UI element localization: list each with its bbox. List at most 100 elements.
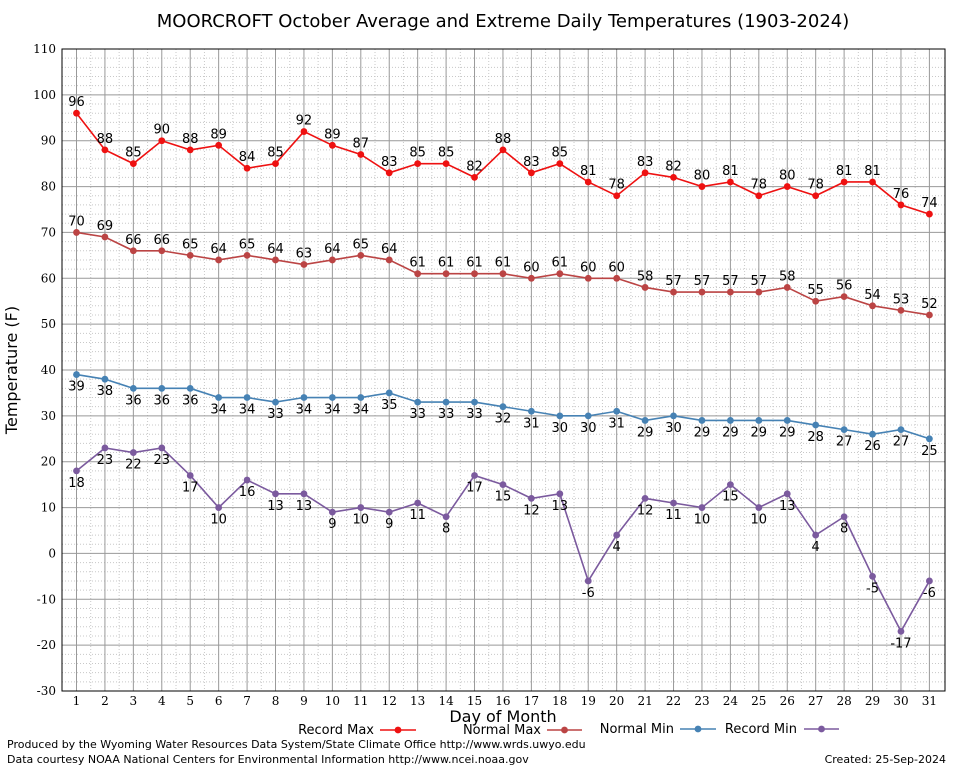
data-point xyxy=(897,426,905,434)
data-label: 88 xyxy=(495,132,512,147)
data-label: 61 xyxy=(438,256,455,271)
data-label: 55 xyxy=(807,283,824,298)
x-axis-ticks: 1 2 3 4 5 6 7 8 9 10 11 12 13 14 15 16 17 18 19 20 21 22 23 24 2… xyxy=(73,694,937,708)
data-label: 64 xyxy=(381,242,398,257)
data-point xyxy=(527,495,535,502)
data-label: 81 xyxy=(864,164,881,179)
x-tick-label: 15 xyxy=(467,694,482,708)
data-point xyxy=(300,394,308,401)
data-point xyxy=(527,274,535,282)
data-label: 39 xyxy=(68,380,85,395)
chart-title: MOORCROFT October Average and Extreme Da… xyxy=(157,11,850,32)
y-tick-label: 70 xyxy=(41,225,56,239)
data-point xyxy=(328,256,336,264)
data-label: 64 xyxy=(267,242,284,257)
data-point xyxy=(726,481,734,489)
data-point xyxy=(869,430,876,438)
data-label: 10 xyxy=(210,513,227,528)
y-tick-label: -10 xyxy=(37,592,56,606)
data-point xyxy=(869,302,876,310)
data-point xyxy=(158,444,166,452)
data-point xyxy=(926,311,933,319)
data-point xyxy=(129,384,137,392)
data-point xyxy=(272,160,279,168)
data-point xyxy=(584,412,592,420)
data-label: 30 xyxy=(580,421,597,436)
data-point xyxy=(783,284,791,291)
y-tick-label: 80 xyxy=(41,180,56,194)
data-label: 85 xyxy=(125,146,142,161)
data-point xyxy=(215,394,223,401)
data-point xyxy=(556,160,564,168)
legend-item: Normal Max xyxy=(463,723,582,738)
data-label: 83 xyxy=(523,155,540,170)
y-tick-label: -20 xyxy=(37,638,56,652)
data-point xyxy=(158,384,166,392)
data-point xyxy=(726,288,734,296)
data-point xyxy=(897,201,905,209)
data-label: 34 xyxy=(210,403,227,418)
data-point xyxy=(698,417,706,424)
data-label: 90 xyxy=(154,123,171,138)
data-label: 29 xyxy=(694,425,711,440)
data-label: 36 xyxy=(125,393,142,408)
data-point xyxy=(726,417,734,424)
data-point xyxy=(73,229,80,236)
y-tick-label: 110 xyxy=(33,42,56,56)
data-label: 22 xyxy=(125,458,142,473)
data-label: 85 xyxy=(552,146,569,161)
data-label: 64 xyxy=(210,242,227,257)
data-point xyxy=(840,426,848,434)
data-point xyxy=(442,513,450,521)
data-label: 4 xyxy=(613,540,621,555)
data-label: 15 xyxy=(495,490,512,505)
data-label: 66 xyxy=(125,233,142,248)
data-point xyxy=(584,274,592,282)
data-point xyxy=(698,183,706,190)
x-tick-label: 13 xyxy=(410,694,425,708)
data-label: 36 xyxy=(182,393,199,408)
data-point xyxy=(300,128,308,135)
x-tick-label: 2 xyxy=(101,694,109,708)
data-point xyxy=(186,472,194,479)
data-point xyxy=(328,508,336,516)
data-label: 10 xyxy=(694,513,711,528)
data-point xyxy=(556,490,564,498)
data-label: 58 xyxy=(779,269,796,284)
data-point xyxy=(101,375,109,383)
data-label: 84 xyxy=(239,150,256,165)
data-point xyxy=(499,481,507,489)
data-point xyxy=(670,288,677,296)
x-tick-label: 28 xyxy=(836,694,851,708)
legend-marker xyxy=(561,726,568,734)
data-point xyxy=(414,270,422,278)
data-point xyxy=(783,183,791,190)
data-point xyxy=(272,256,279,264)
x-tick-label: 27 xyxy=(808,694,823,708)
data-label: 12 xyxy=(637,503,654,518)
data-point xyxy=(584,577,592,585)
x-tick-label: 1 xyxy=(73,694,81,708)
data-label: 11 xyxy=(665,508,682,523)
data-point xyxy=(385,256,393,264)
data-point xyxy=(556,412,564,420)
x-axis-label: Day of Month xyxy=(449,707,556,726)
data-label: 89 xyxy=(324,127,341,142)
data-label: 34 xyxy=(296,403,313,418)
x-tick-label: 7 xyxy=(243,694,251,708)
data-label: 31 xyxy=(523,416,540,431)
data-label: 78 xyxy=(608,178,625,193)
legend-label: Normal Min xyxy=(600,722,674,737)
data-label: 17 xyxy=(466,480,483,495)
y-tick-label: 100 xyxy=(33,88,56,102)
data-point xyxy=(613,407,621,415)
data-point xyxy=(73,467,80,475)
data-point xyxy=(357,394,365,401)
legend: Record Max Normal Max Normal Min Record Min xyxy=(298,722,839,738)
series-record-min: 18 23 22 23 17 10 16 13 13 9 10 9 11 8 17 15 12 13 -6 4 12 11… xyxy=(68,444,936,651)
data-point xyxy=(812,192,820,200)
data-point xyxy=(783,490,791,498)
data-point xyxy=(357,251,365,259)
